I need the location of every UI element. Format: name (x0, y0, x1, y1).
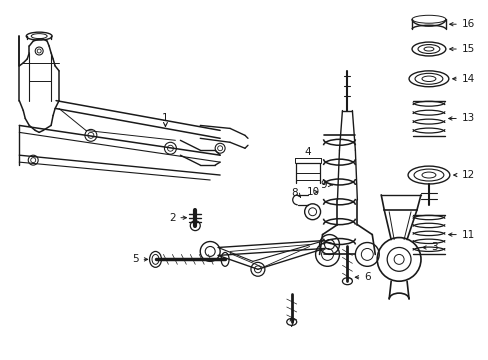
Text: 8: 8 (291, 188, 297, 198)
Text: 5: 5 (132, 255, 147, 264)
Text: 15: 15 (449, 44, 474, 54)
Text: 9: 9 (319, 180, 331, 190)
Text: 7: 7 (288, 319, 294, 329)
Text: 16: 16 (449, 19, 474, 29)
Text: 6: 6 (354, 272, 370, 282)
Text: 2: 2 (168, 213, 186, 223)
Text: 11: 11 (448, 230, 474, 239)
Text: 14: 14 (452, 74, 474, 84)
Text: 13: 13 (448, 113, 474, 123)
Text: 12: 12 (453, 170, 474, 180)
Text: 1: 1 (162, 113, 168, 123)
Text: 10: 10 (306, 187, 319, 197)
Text: 4: 4 (304, 147, 310, 157)
Text: 3: 3 (422, 243, 437, 252)
